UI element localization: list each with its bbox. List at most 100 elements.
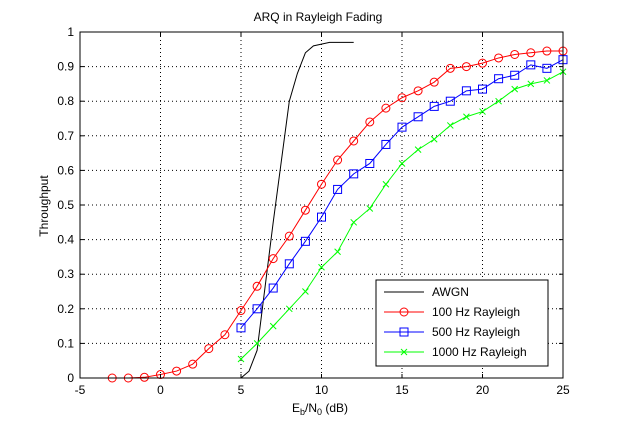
data-point — [526, 60, 536, 70]
data-point — [333, 155, 343, 165]
x-tick-label: 15 — [395, 383, 409, 397]
y-tick-label: 0.3 — [57, 267, 74, 281]
data-point — [461, 86, 471, 96]
data-point — [494, 74, 504, 84]
x-tick-label: -5 — [75, 383, 86, 397]
x-axis-label-tail: (dB) — [322, 401, 348, 415]
data-point — [349, 136, 359, 146]
chart-title: ARQ in Rayleigh Fading — [254, 10, 383, 24]
series-line — [240, 59, 564, 329]
data-point — [510, 49, 520, 59]
data-point — [445, 96, 455, 106]
data-point — [268, 254, 278, 264]
legend-marker — [399, 327, 409, 337]
data-point — [350, 218, 358, 226]
x-axis-label-sub2: 0 — [317, 407, 322, 417]
legend-entry: AWGN — [384, 285, 469, 299]
series-line — [240, 41, 354, 379]
data-point — [413, 112, 423, 122]
y-tick-label: 0.9 — [57, 60, 74, 74]
y-tick-label: 0.4 — [57, 233, 74, 247]
y-tick-label: 0.5 — [57, 198, 74, 212]
legend-label: 100 Hz Rayleigh — [432, 305, 520, 319]
legend: AWGN 100 Hz Rayleigh 500 Hz Rayleigh 1000 H… — [375, 279, 549, 367]
data-point — [429, 77, 439, 87]
data-point — [236, 306, 246, 316]
legend-entry: 1000 Hz Rayleigh — [384, 345, 527, 359]
data-point — [317, 179, 326, 189]
series-3 — [237, 68, 567, 363]
data-point — [365, 117, 375, 127]
data-point — [414, 146, 422, 153]
data-point — [220, 330, 230, 340]
series-2 — [236, 55, 568, 333]
y-tick-label: 0.8 — [57, 94, 74, 108]
x-tick-label: 20 — [476, 383, 490, 397]
data-point — [333, 184, 343, 194]
data-point — [285, 305, 293, 313]
x-axis-label-mid: /N — [305, 401, 317, 415]
y-tick-label: 1 — [67, 25, 74, 39]
data-point — [479, 108, 486, 115]
y-tick-label: 0.7 — [57, 129, 74, 143]
data-point — [236, 323, 246, 333]
data-point — [318, 263, 325, 271]
y-tick-label: 0.6 — [57, 163, 74, 177]
data-point — [543, 77, 551, 84]
data-point — [429, 101, 439, 111]
data-point — [430, 135, 438, 143]
data-point — [300, 236, 310, 246]
data-point — [252, 281, 262, 291]
data-point — [156, 370, 165, 380]
data-point — [268, 283, 278, 293]
data-point — [478, 58, 487, 68]
data-point — [495, 97, 502, 105]
series-0 — [240, 41, 354, 379]
x-axis-label-sub1: b — [300, 407, 305, 417]
data-point — [511, 85, 519, 93]
series-layer — [107, 41, 568, 383]
x-axis-label-main: E — [292, 401, 300, 415]
x-axis-label: Eb/N0 (dB) — [292, 401, 348, 417]
data-point — [188, 359, 198, 369]
data-point — [413, 86, 423, 96]
data-point — [381, 103, 391, 113]
data-point — [397, 93, 407, 103]
legend-entry: 500 Hz Rayleigh — [384, 325, 520, 339]
data-point — [284, 231, 294, 241]
y-tick-label: 0.1 — [57, 336, 74, 350]
y-axis-label: Throughput — [37, 175, 51, 237]
series-1 — [107, 46, 568, 383]
x-tick-label: 10 — [315, 383, 329, 397]
data-point — [398, 160, 406, 167]
data-point — [463, 113, 470, 121]
legend-label: 1000 Hz Rayleigh — [432, 345, 527, 359]
data-point — [253, 340, 261, 347]
data-point — [252, 304, 262, 314]
data-point — [269, 322, 277, 330]
data-point — [397, 122, 407, 132]
data-point — [542, 63, 552, 73]
y-tick-label: 0.2 — [57, 302, 74, 316]
data-point — [446, 122, 454, 129]
x-tick-label: 5 — [238, 383, 245, 397]
data-point — [349, 169, 359, 179]
data-point — [334, 248, 341, 256]
legend-entry: 100 Hz Rayleigh — [384, 305, 520, 319]
data-point — [542, 46, 552, 56]
data-point — [494, 53, 504, 63]
data-point — [366, 205, 374, 212]
legend-label: AWGN — [432, 285, 469, 299]
axis-ticks: -5 0 5 10 15 20 2500.10.20.30.40.50.60.70.80.9… — [57, 25, 570, 397]
data-point — [510, 70, 520, 80]
legend-marker — [399, 307, 409, 317]
data-point — [478, 84, 487, 94]
legend-marker — [400, 348, 408, 356]
x-tick-label: 0 — [157, 383, 164, 397]
data-point — [284, 259, 294, 269]
data-point — [204, 344, 214, 354]
data-point — [237, 355, 245, 363]
data-point — [381, 139, 391, 149]
data-point — [527, 80, 535, 88]
